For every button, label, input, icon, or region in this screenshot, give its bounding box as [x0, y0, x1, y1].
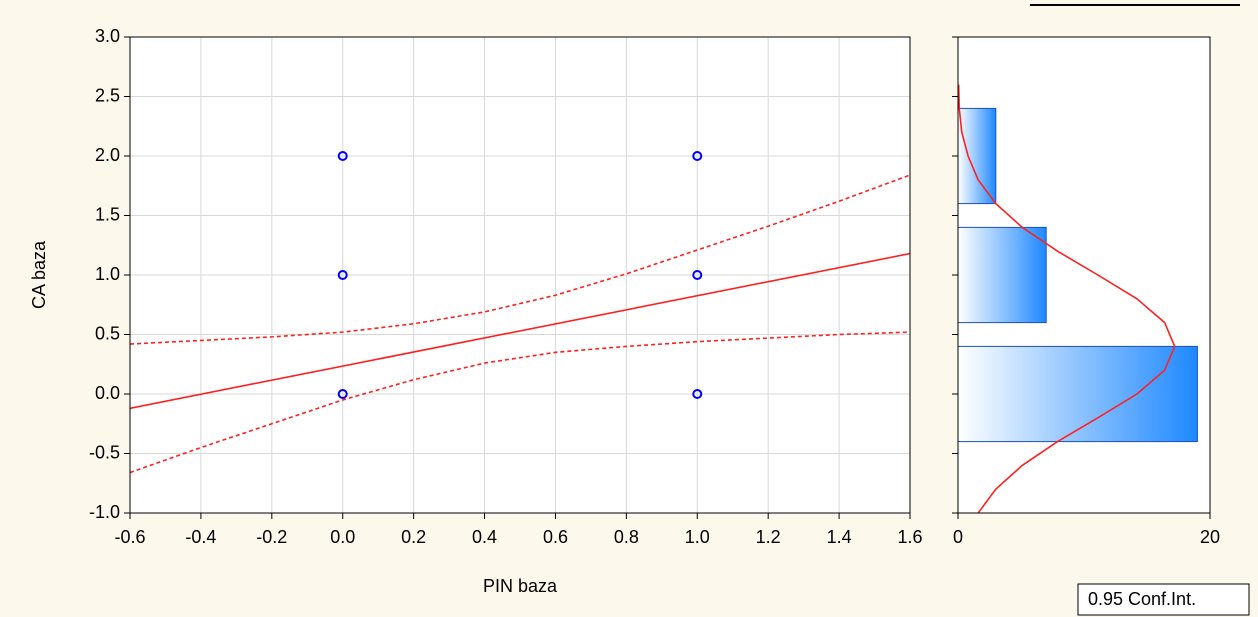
- y-tick-label: 3.0: [95, 26, 120, 46]
- y-tick-label: 1.0: [95, 264, 120, 284]
- x-tick-label: -0.2: [256, 527, 287, 547]
- point: [337, 389, 348, 399]
- fit-line: [130, 252, 910, 410]
- x-tick-label: -0.6: [114, 527, 145, 547]
- point: [337, 270, 348, 280]
- x-tick-label: 1.4: [827, 527, 852, 547]
- legend-label: 0.95 Conf.Int.: [1088, 589, 1196, 609]
- legend: [1077, 583, 1250, 616]
- y-tick-label: 1.5: [95, 204, 120, 224]
- plot-frame: [129, 36, 911, 514]
- x-tick-label: 1.2: [756, 527, 781, 547]
- x-tick-label: 0.8: [614, 527, 639, 547]
- y-tick-label: -0.5: [89, 442, 120, 462]
- x-tick-label: 0.6: [543, 527, 568, 547]
- plot-frame: [957, 36, 1211, 514]
- bar: [958, 345, 1198, 443]
- y-tick-label: 2.5: [95, 85, 120, 105]
- bar: [958, 107, 997, 205]
- y-tick-label: 0.0: [95, 383, 120, 403]
- y-tick-label: -1.0: [89, 502, 120, 522]
- point: [692, 151, 703, 161]
- conf-lower: [130, 331, 910, 474]
- x-axis-label: PIN baza: [483, 576, 558, 596]
- plot-layer: [130, 151, 910, 474]
- point: [337, 151, 348, 161]
- y-tick-label: 0.5: [95, 323, 120, 343]
- y-tick-label: 2.0: [95, 145, 120, 165]
- point: [692, 270, 703, 280]
- normal-curve: [958, 84, 1176, 513]
- point: [692, 389, 703, 399]
- plot-layer: [958, 84, 1198, 513]
- x-tick-label: 0.0: [330, 527, 355, 547]
- x-tick-label: -0.4: [185, 527, 216, 547]
- x-tick-label: 1.0: [685, 527, 710, 547]
- x-tick-label: 0: [953, 527, 963, 547]
- x-tick-label: 1.6: [897, 527, 922, 547]
- x-tick-label: 0.2: [401, 527, 426, 547]
- y-axis-label: CA baza: [29, 240, 49, 309]
- x-tick-label: 20: [1200, 527, 1220, 547]
- conf-upper: [130, 174, 910, 345]
- bar: [958, 226, 1047, 324]
- x-tick-label: 0.4: [472, 527, 497, 547]
